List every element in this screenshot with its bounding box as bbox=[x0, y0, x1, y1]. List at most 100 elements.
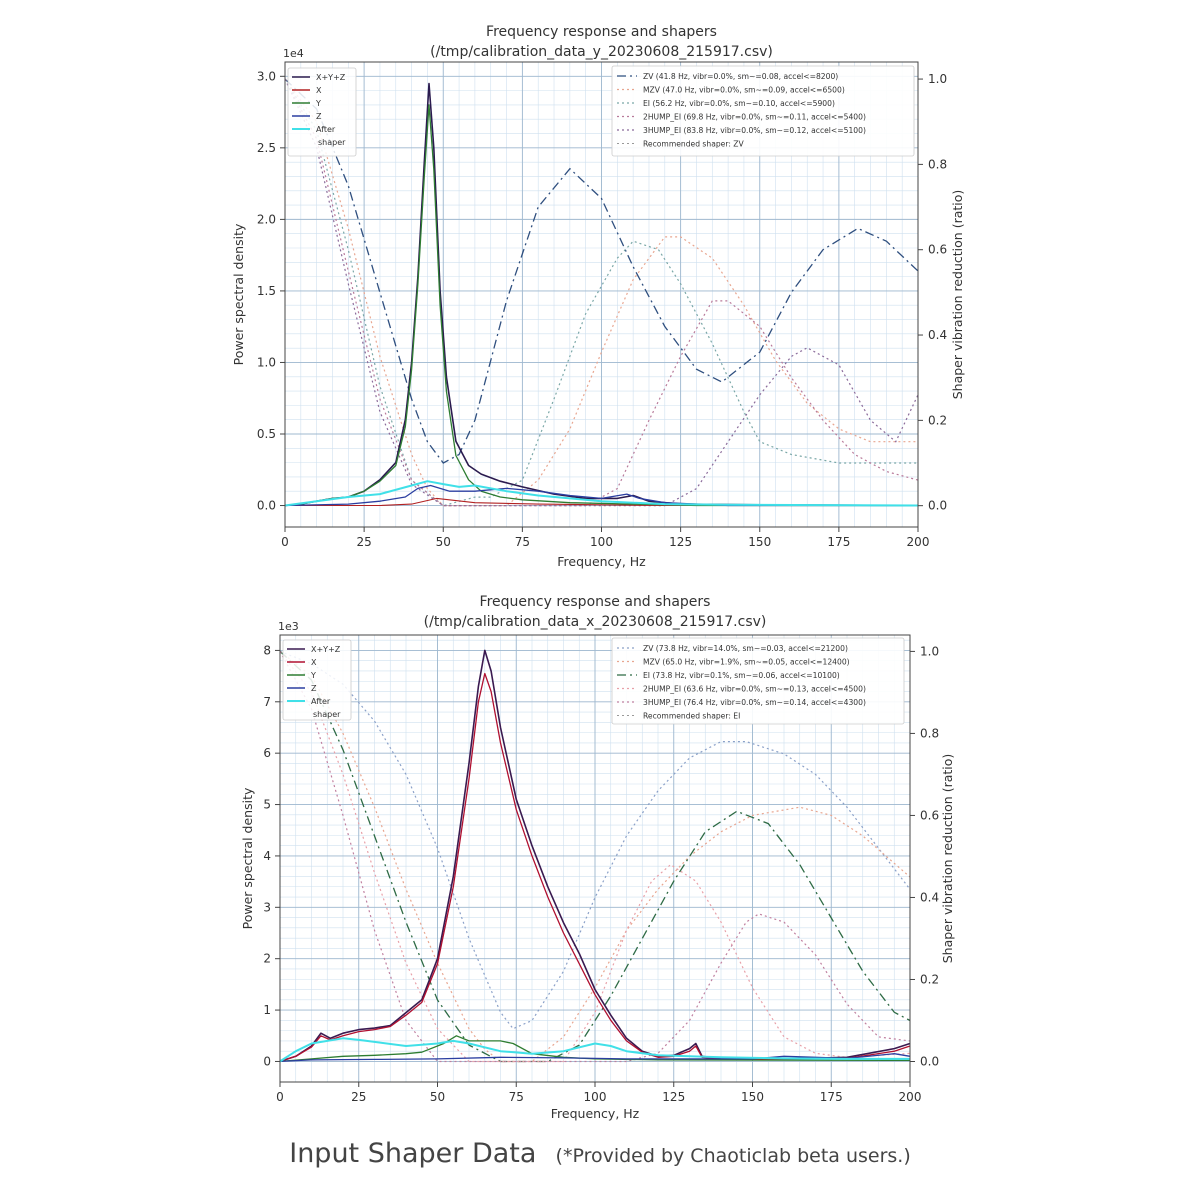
legend-right-label: Recommended shaper: EI bbox=[643, 712, 740, 721]
legend-right-label: ZV (73.8 Hz, vibr=14.0%, sm~=0.03, accel… bbox=[643, 644, 848, 653]
y-tick-label: 2 bbox=[263, 952, 271, 966]
legend-left-label: Y bbox=[315, 99, 321, 108]
psd-line-x-y-z bbox=[279, 649, 911, 1063]
chart-subtitle: (/tmp/calibration_data_y_20230608_215917… bbox=[430, 44, 773, 60]
x-tick-label: 125 bbox=[669, 535, 692, 549]
y2-axis-label: Shaper vibration reduction (ratio) bbox=[950, 190, 965, 400]
legend-left-label: After bbox=[316, 125, 336, 134]
caption: Input Shaper Data (*Provided by Chaoticl… bbox=[0, 1138, 1200, 1169]
y-tick-label: 1 bbox=[263, 1003, 271, 1017]
y-tick-label: 1.0 bbox=[257, 355, 276, 369]
legend-left-label: X+Y+Z bbox=[316, 73, 346, 82]
y2-tick-label: 0.6 bbox=[928, 243, 947, 257]
x-tick-label: 50 bbox=[436, 535, 451, 549]
shaper-line-zv bbox=[284, 78, 919, 464]
legend-right-label: MZV (47.0 Hz, vibr=0.0%, sm~=0.09, accel… bbox=[643, 86, 845, 95]
y-axis-label: Power spectral density bbox=[231, 223, 246, 365]
x-tick-label: 0 bbox=[276, 1090, 284, 1104]
y2-tick-label: 0.8 bbox=[920, 726, 939, 740]
y2-tick-label: 0.2 bbox=[920, 972, 939, 986]
y-tick-label: 0 bbox=[263, 1054, 271, 1068]
psd-line-z bbox=[284, 484, 918, 507]
legend-left-label: Z bbox=[316, 112, 322, 121]
x-tick-label: 175 bbox=[827, 535, 850, 549]
y-multiplier: 1e4 bbox=[283, 47, 304, 60]
legend-right-box bbox=[611, 637, 905, 725]
x-tick-label: 150 bbox=[741, 1090, 764, 1104]
chart-title: Frequency response and shapers bbox=[480, 594, 711, 610]
legend-left-label: shaper bbox=[313, 710, 341, 719]
y2-tick-label: 0.2 bbox=[928, 413, 947, 427]
y-tick-label: 4 bbox=[263, 849, 271, 863]
x-tick-label: 75 bbox=[509, 1090, 524, 1104]
y2-tick-label: 0.4 bbox=[920, 890, 939, 904]
legend-right-label: 2HUMP_EI (63.6 Hz, vibr=0.0%, sm~=0.13, … bbox=[643, 685, 866, 694]
shaper-line-ei bbox=[279, 650, 911, 1063]
legend-right-box bbox=[611, 65, 915, 157]
legend-left-label: shaper bbox=[318, 138, 346, 147]
psd-line-x bbox=[285, 497, 918, 507]
y-multiplier: 1e3 bbox=[278, 620, 299, 633]
y-axis-label: Power spectral density bbox=[240, 787, 255, 929]
x-tick-label: 0 bbox=[281, 535, 289, 549]
x-tick-label: 125 bbox=[662, 1090, 685, 1104]
psd-line-after-shaper bbox=[279, 1037, 910, 1063]
y2-tick-label: 0.0 bbox=[928, 499, 947, 513]
y2-tick-label: 0.6 bbox=[920, 808, 939, 822]
caption-note: (*Provided by Chaoticlab beta users.) bbox=[555, 1145, 911, 1167]
x-tick-label: 100 bbox=[590, 535, 613, 549]
y2-tick-label: 1.0 bbox=[928, 72, 947, 86]
legend-left-label: After bbox=[311, 697, 331, 706]
legend-right-label: 3HUMP_EI (76.4 Hz, vibr=0.0%, sm~=0.14, … bbox=[643, 698, 866, 707]
x-tick-label: 150 bbox=[748, 535, 771, 549]
y2-axis-label: Shaper vibration reduction (ratio) bbox=[940, 754, 955, 964]
y-tick-label: 8 bbox=[263, 643, 271, 657]
legend-left-label: Z bbox=[311, 684, 317, 693]
caption-main: Input Shaper Data bbox=[289, 1138, 537, 1169]
legend-left-label: X bbox=[311, 658, 317, 667]
y2-tick-label: 0.0 bbox=[920, 1054, 939, 1068]
x-tick-label: 200 bbox=[907, 535, 930, 549]
y-tick-label: 0.5 bbox=[257, 427, 276, 441]
y2-tick-label: 0.4 bbox=[928, 328, 947, 342]
psd-line-x bbox=[279, 672, 911, 1063]
legend-left-label: X bbox=[316, 86, 322, 95]
legend-right-label: Recommended shaper: ZV bbox=[643, 140, 745, 149]
y-tick-label: 1.5 bbox=[257, 284, 276, 298]
legend-right-label: EI (56.2 Hz, vibr=0.0%, sm~=0.10, accel<… bbox=[643, 99, 835, 108]
legend-left-label: X+Y+Z bbox=[311, 645, 341, 654]
chart-title: Frequency response and shapers bbox=[486, 24, 717, 40]
x-tick-label: 25 bbox=[351, 1090, 366, 1104]
legend-right-label: MZV (65.0 Hz, vibr=1.9%, sm~=0.05, accel… bbox=[643, 658, 850, 667]
y-tick-label: 2.0 bbox=[257, 212, 276, 226]
shaper-line-3hump_ei bbox=[284, 78, 919, 507]
legend-right-label: 3HUMP_EI (83.8 Hz, vibr=0.0%, sm~=0.12, … bbox=[643, 126, 866, 135]
legend-right-label: EI (73.8 Hz, vibr=0.1%, sm~=0.06, accel<… bbox=[643, 671, 840, 680]
y-tick-label: 7 bbox=[263, 695, 271, 709]
y-tick-label: 6 bbox=[263, 746, 271, 760]
x-tick-label: 100 bbox=[584, 1090, 607, 1104]
shaper-line-ei bbox=[284, 78, 918, 507]
legend-right-label: 2HUMP_EI (69.8 Hz, vibr=0.0%, sm~=0.11, … bbox=[643, 113, 866, 122]
shaper-line-zv bbox=[279, 650, 911, 1030]
y-tick-label: 3 bbox=[263, 900, 271, 914]
x-axis-label: Frequency, Hz bbox=[557, 554, 646, 569]
y-tick-label: 3.0 bbox=[257, 69, 276, 83]
x-axis-label: Frequency, Hz bbox=[551, 1106, 640, 1121]
x-tick-label: 50 bbox=[430, 1090, 445, 1104]
y-tick-label: 2.5 bbox=[257, 141, 276, 155]
shaper-line-mzv bbox=[284, 78, 918, 507]
y2-tick-label: 0.8 bbox=[928, 157, 947, 171]
x-tick-label: 200 bbox=[899, 1090, 922, 1104]
y-tick-label: 0.0 bbox=[257, 499, 276, 513]
psd-line-after-shaper bbox=[284, 480, 919, 507]
legend-right-label: ZV (41.8 Hz, vibr=0.0%, sm~=0.08, accel<… bbox=[643, 72, 838, 81]
y2-tick-label: 1.0 bbox=[920, 644, 939, 658]
legend-left-label: Y bbox=[310, 671, 316, 680]
x-tick-label: 25 bbox=[356, 535, 371, 549]
x-tick-label: 175 bbox=[820, 1090, 843, 1104]
x-tick-label: 75 bbox=[515, 535, 530, 549]
chart-subtitle: (/tmp/calibration_data_x_20230608_215917… bbox=[424, 614, 767, 630]
shaper-line-3hump_ei bbox=[279, 651, 911, 1063]
